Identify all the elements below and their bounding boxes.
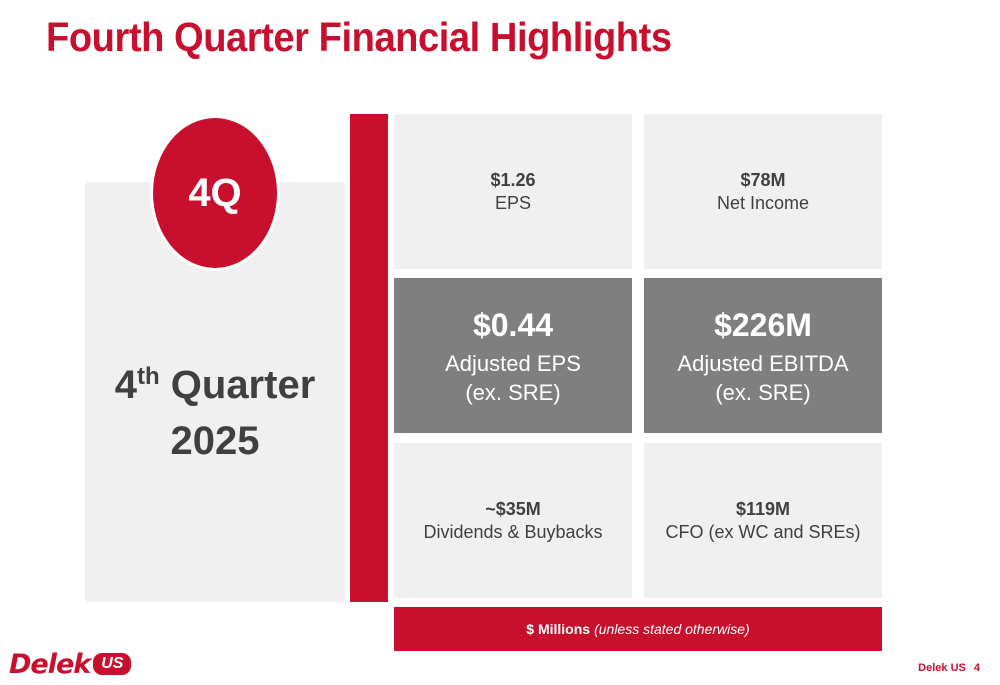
metric-label-note: (ex. SRE) [465,379,561,405]
metric-net-income: $78M Net Income [644,114,882,269]
quarter-year: 2025 [170,419,260,463]
quarter-heading: 4th Quarter 2025 [85,360,345,466]
metric-label: CFO (ex WC and SREs) [665,521,861,542]
quarter-badge: 4Q [153,118,277,268]
metric-eps: $1.26 EPS [394,114,632,269]
metric-adjusted-eps: $0.44 Adjusted EPS (ex. SRE) [394,278,632,433]
metric-cfo: $119M CFO (ex WC and SREs) [644,443,882,598]
accent-bar [350,114,388,602]
metric-value: $1.26 [490,169,536,190]
metric-adjusted-ebitda: $226M Adjusted EBITDA (ex. SRE) [644,278,882,433]
quarter-ordinal: 4th [114,363,160,407]
logo-wordmark: Delek [9,648,91,680]
metric-label: Dividends & Buybacks [423,521,603,542]
slide-title: Fourth Quarter Financial Highlights [46,14,672,60]
metric-label: Net Income [716,192,810,213]
metric-value: $78M [740,169,786,190]
metric-label-note: (ex. SRE) [715,379,811,405]
metric-label: Adjusted EPS [445,350,581,376]
metric-label: Adjusted EBITDA [677,350,849,376]
metric-value: ~$35M [485,498,541,519]
metric-label: EPS [494,192,532,213]
quarter-word: Quarter [170,363,316,407]
units-note-italic: (unless stated otherwise) [594,621,750,637]
company-logo: Delek US [9,648,132,680]
metric-dividends-buybacks: ~$35M Dividends & Buybacks [394,443,632,598]
logo-us-badge: US [93,653,132,675]
page-footer: Delek US 4 [918,662,980,674]
metric-value: $119M [735,498,791,519]
units-note-bar: $ Millions (unless stated otherwise) [394,607,882,651]
metric-value: $226M [714,306,812,343]
page-number: 4 [973,662,980,674]
units-note-bold: $ Millions [526,621,591,637]
metric-value: $0.44 [472,306,554,343]
footer-company: Delek US [918,662,966,674]
